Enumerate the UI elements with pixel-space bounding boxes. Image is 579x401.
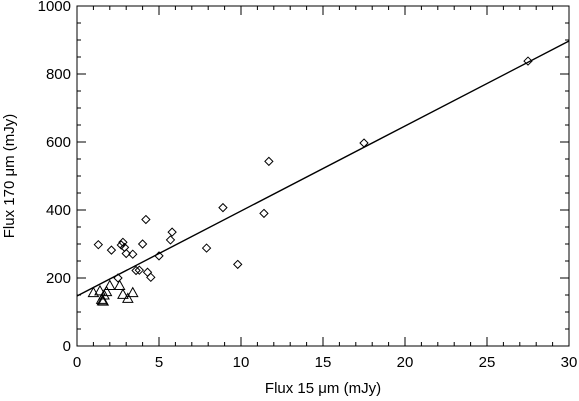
diamond-marker [523, 56, 533, 66]
x-tick-label: 15 [315, 354, 332, 371]
y-tick-label: 0 [63, 338, 71, 355]
triangle-marker [117, 288, 129, 299]
x-tick-label: 20 [397, 354, 414, 371]
diamond-marker [118, 237, 128, 248]
triangle-marker [94, 284, 106, 296]
x-tick-label: 25 [479, 354, 496, 371]
diamond-marker [165, 235, 176, 245]
diamond-marker [167, 227, 177, 237]
diamond-marker [201, 243, 212, 253]
x-tick-label: 0 [73, 354, 81, 371]
diamond-marker [128, 249, 138, 259]
y-tick-label: 200 [46, 270, 71, 287]
axis-ticks [76, 5, 570, 347]
data-markers [87, 56, 533, 306]
triangle-marker [97, 295, 110, 306]
diamond-marker [141, 214, 151, 225]
diamond-marker [154, 251, 164, 261]
diamond-marker [142, 267, 153, 277]
diamond-marker [134, 265, 145, 275]
y-tick-label: 400 [46, 202, 71, 219]
diamond-marker [113, 273, 123, 283]
x-tick-label: 10 [233, 354, 250, 371]
fit-line [76, 40, 570, 297]
triangle-marker [87, 286, 100, 298]
diamond-marker [137, 239, 148, 249]
x-axis-label: Flux 15 μm (mJy) [265, 380, 381, 397]
x-tick-labels: 0 5 10 15 20 25 30 [73, 354, 578, 371]
y-axis-label: Flux 170 μm (mJy) [1, 114, 18, 239]
y-tick-label: 1000 [38, 0, 71, 15]
triangle-marker [113, 279, 126, 290]
diamond-marker [218, 202, 228, 213]
diamond-marker [359, 138, 369, 148]
diamond-marker [233, 259, 243, 270]
x-tick-label: 30 [561, 354, 578, 371]
diamond-marker [121, 248, 131, 259]
diamond-marker [106, 245, 117, 255]
diamond-marker [93, 239, 104, 250]
triangle-marker [100, 285, 113, 297]
y-tick-label: 600 [46, 134, 71, 151]
diamond-marker [259, 208, 269, 219]
diamond-marker [146, 272, 156, 283]
fit-line-group [76, 40, 570, 297]
diamond-marker [131, 265, 141, 276]
triangle-marker [103, 279, 116, 290]
diamond-marker [264, 156, 274, 167]
triangle-marker [121, 292, 134, 303]
triangle-marker [126, 286, 139, 298]
y-tick-label: 800 [46, 66, 71, 83]
x-tick-label: 5 [155, 354, 163, 371]
plot-frame [76, 5, 570, 347]
y-tick-labels: 0 200 400 600 800 1000 [38, 0, 71, 355]
